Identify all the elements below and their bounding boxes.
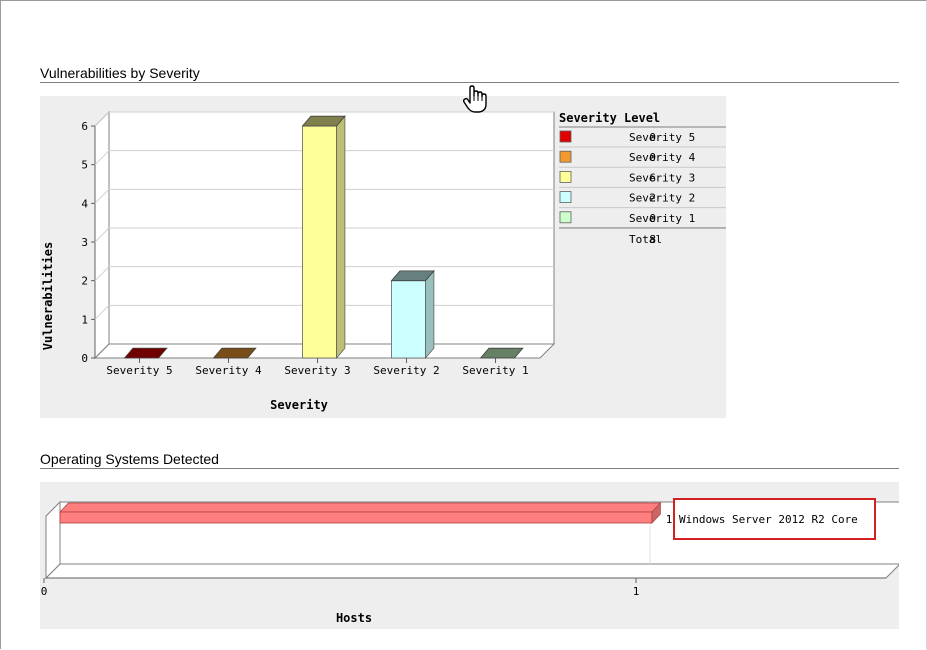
os-highlight-box — [673, 498, 876, 540]
bar-top — [390, 270, 435, 282]
y-tick-label: 2 — [81, 275, 88, 288]
severity-bar-4 — [390, 269, 435, 360]
severity-bar-2 — [212, 347, 257, 359]
severity-bar-5 — [479, 347, 524, 359]
legend-label: Severity 5 — [629, 131, 695, 144]
y-tick-label: 5 — [81, 159, 88, 172]
bar-top — [212, 347, 257, 359]
vulnerabilities-section-title: Vulnerabilities by Severity — [40, 65, 200, 81]
bar-side — [425, 269, 435, 360]
os-x-tick-label: 1 — [633, 585, 640, 598]
x-tick-label: Severity 5 — [106, 364, 172, 377]
y-tick-label: 1 — [81, 313, 88, 326]
bar-front — [59, 511, 653, 524]
gridline-side — [94, 266, 110, 282]
bar-top — [59, 502, 662, 513]
severity-bar-chart: 0 1 2 3 4 5 6 Severity 5 Severity 4 Severity 3 Sev… — [41, 110, 726, 412]
os-bar-1 — [59, 501, 662, 525]
legend-label: Severity 3 — [629, 171, 695, 184]
os-bar-label: Windows Server 2012 R2 Core — [679, 513, 858, 526]
severity-bar-3 — [301, 115, 346, 360]
legend-count: 0 — [649, 212, 656, 225]
os-section-rule — [40, 468, 899, 469]
bar-side — [336, 115, 346, 360]
os-bar-chart: 0 1 1 Windows Server 2012 R2 Core Hosts — [41, 498, 902, 625]
legend-label: Severity 1 — [629, 212, 695, 225]
os-x-axis-label: Hosts — [336, 611, 372, 625]
vulnerabilities-section-rule — [40, 82, 899, 83]
os-x-tick-label: 0 — [41, 585, 48, 598]
os-chart-panel: 0 1 1 Windows Server 2012 R2 Core Hosts — [40, 482, 902, 629]
severity-y-axis-label: Vulnerabilities — [41, 242, 55, 350]
legend-count: 0 — [649, 151, 656, 164]
severity-chart-panel: 0 1 2 3 4 5 6 Severity 5 Severity 4 Severity 3 Sev… — [40, 96, 726, 418]
severity-bar-1 — [123, 347, 168, 359]
legend-swatch — [559, 211, 572, 224]
x-tick-label: Severity 4 — [195, 364, 262, 377]
gridline-side — [94, 304, 110, 320]
legend-swatch — [559, 191, 572, 203]
gridline-side — [94, 188, 110, 204]
legend-count: 2 — [649, 192, 656, 205]
bar-top — [123, 347, 168, 359]
y-tick-label: 4 — [81, 197, 88, 210]
bar-top — [301, 115, 346, 127]
bar-top — [479, 347, 524, 359]
legend-count: 0 — [649, 131, 656, 144]
legend-label: Severity 2 — [629, 192, 695, 205]
legend-swatch — [559, 130, 572, 143]
os-floor — [44, 563, 902, 579]
gridline-side — [94, 227, 110, 243]
legend-total-count: 8 — [649, 233, 656, 246]
x-tick-label: Severity 2 — [373, 364, 439, 377]
os-section-title: Operating Systems Detected — [40, 451, 219, 467]
gridline-side — [94, 111, 110, 127]
x-tick-label: Severity 3 — [284, 364, 350, 377]
legend-count: 6 — [649, 171, 656, 184]
bar-front — [302, 125, 337, 359]
severity-x-axis-label: Severity — [270, 398, 328, 412]
legend-title: Severity Level — [559, 111, 660, 125]
hand-cursor-icon — [462, 84, 488, 114]
legend-swatch — [559, 171, 572, 183]
legend-swatch — [559, 150, 572, 163]
x-tick-label: Severity 1 — [462, 364, 528, 377]
y-tick-label: 6 — [81, 120, 88, 133]
y-tick-label: 0 — [81, 352, 88, 365]
os-bar-value-label: 1 — [666, 513, 673, 526]
bar-side — [651, 501, 661, 525]
gridline-side — [94, 150, 110, 166]
legend-label: Severity 4 — [629, 151, 696, 164]
os-side-wall — [45, 500, 61, 580]
bar-front — [391, 280, 426, 359]
y-tick-label: 3 — [81, 236, 88, 249]
legend-total-label: Total — [629, 233, 662, 246]
